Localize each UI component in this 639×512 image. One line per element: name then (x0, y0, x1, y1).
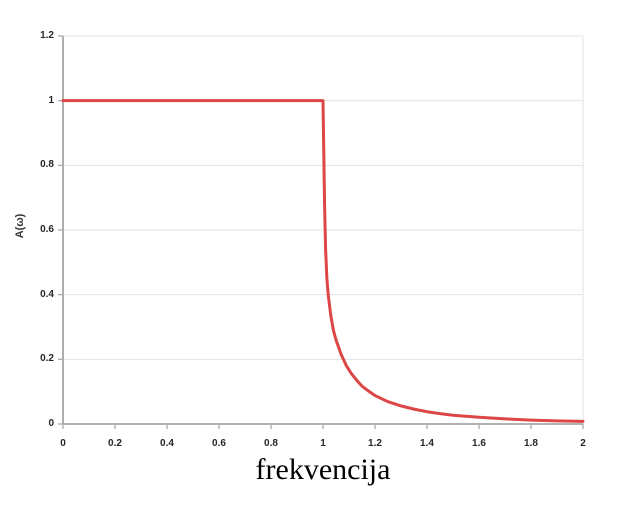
y-tick-label: 0 (48, 418, 54, 429)
x-tick-label: 0.6 (212, 438, 226, 449)
x-tick-label: 0.8 (264, 438, 278, 449)
y-tick-label: 1.2 (40, 30, 54, 41)
x-tick-label: 1 (320, 438, 326, 449)
x-tick-label: 0 (60, 438, 66, 449)
series-line (61, 99, 585, 423)
x-tick-label: 1.8 (524, 438, 538, 449)
x-tick-label: 0.2 (108, 438, 122, 449)
y-tick-label: 0.8 (40, 159, 54, 171)
x-tick-label: 1.4 (420, 438, 434, 449)
y-tick-label: 0.2 (40, 353, 54, 365)
plot-area (58, 35, 585, 429)
x-tick-label: 0.4 (160, 438, 174, 449)
x-tick-label: 1.2 (368, 438, 382, 449)
x-tick-label: 1.6 (472, 438, 486, 449)
y-tick-label: 0.4 (40, 288, 54, 300)
x-axis-label: frekvencija (255, 453, 391, 486)
y-tick-label: 0.6 (40, 224, 54, 235)
x-tick-label: 2 (580, 438, 586, 449)
y-tick-label: 1 (48, 94, 54, 106)
